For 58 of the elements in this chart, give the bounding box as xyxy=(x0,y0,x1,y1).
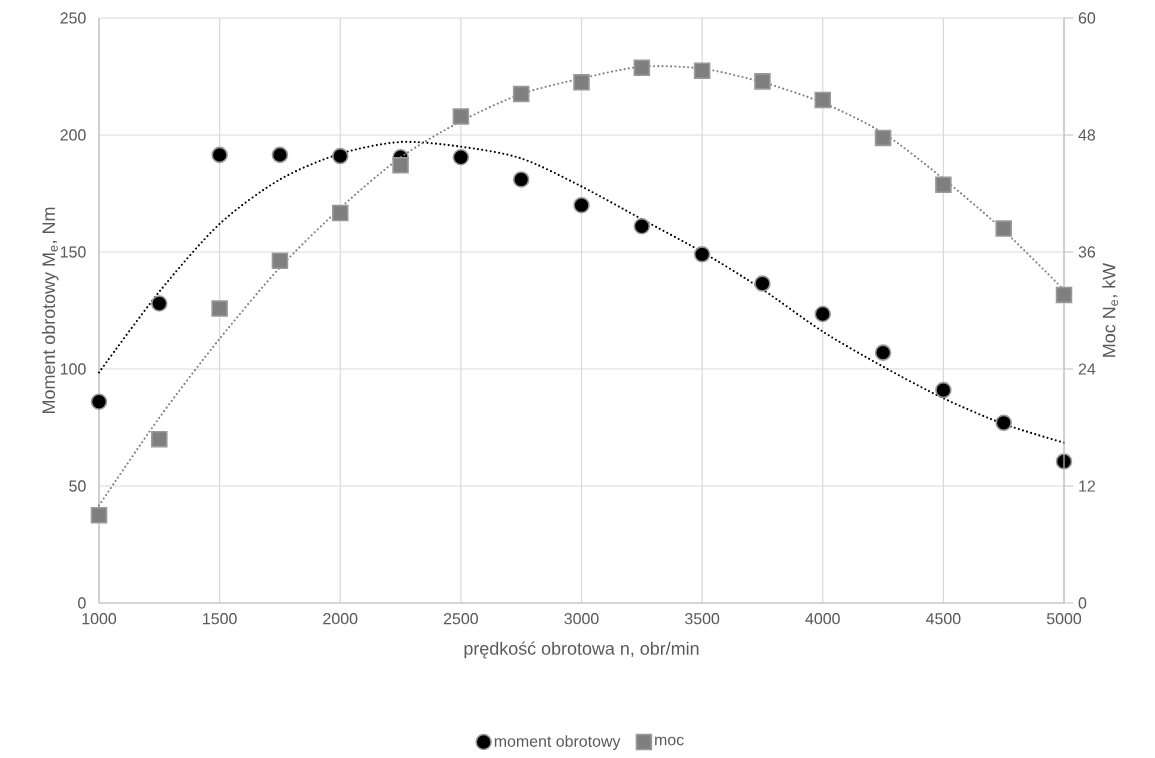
point xyxy=(693,62,711,79)
y-tick-label: 100 xyxy=(60,363,86,375)
point xyxy=(814,91,832,109)
point xyxy=(754,73,771,90)
point xyxy=(633,217,651,235)
point xyxy=(512,171,530,188)
point xyxy=(935,381,952,399)
point xyxy=(573,74,590,91)
x-axis-title: prędkość obrotowa n, obr/min xyxy=(464,641,699,659)
point xyxy=(90,393,108,411)
point xyxy=(814,305,832,323)
point xyxy=(633,59,651,76)
point xyxy=(573,196,590,214)
y2-tick-label: 36 xyxy=(1078,246,1096,258)
y2-tick-label: 24 xyxy=(1078,363,1096,375)
point xyxy=(151,295,168,312)
legend-label: moc xyxy=(655,736,684,746)
y-tick-label: 200 xyxy=(60,129,86,141)
y2-tick-label: 48 xyxy=(1078,129,1096,141)
point xyxy=(452,108,470,125)
x-tick-label: 4500 xyxy=(926,613,961,625)
point xyxy=(935,176,952,193)
point xyxy=(512,85,530,103)
point xyxy=(693,246,711,263)
point xyxy=(331,147,349,165)
x-tick-label: 3000 xyxy=(564,613,599,625)
x-tick-label: 2000 xyxy=(323,613,358,625)
point xyxy=(452,148,470,166)
point xyxy=(211,300,228,317)
point xyxy=(995,220,1012,237)
point xyxy=(211,146,228,164)
y2-tick-label: 0 xyxy=(1078,597,1087,609)
y-axis-title: Moment obrotowy M$_{e}$, Nm xyxy=(41,207,59,413)
point xyxy=(271,146,289,164)
point xyxy=(151,430,168,448)
point xyxy=(995,414,1012,432)
point xyxy=(874,129,892,147)
y-tick-label: 50 xyxy=(69,480,86,492)
x-tick-label: 5000 xyxy=(1046,613,1082,625)
y2-tick-label: 12 xyxy=(1079,480,1095,492)
y2-tick-label: 60 xyxy=(1078,12,1096,24)
point xyxy=(1055,286,1073,304)
y-tick-label: 150 xyxy=(60,246,86,258)
x-tick-label: 3500 xyxy=(685,613,720,625)
point xyxy=(392,156,409,174)
y2-axis-title: Moc N$_{e}$, kW xyxy=(1102,262,1119,357)
x-tick-label: 1000 xyxy=(82,613,117,625)
x-tick-label: 2500 xyxy=(443,613,478,625)
legend-label: moment obrotowy xyxy=(494,735,621,751)
y-tick-label: 250 xyxy=(60,12,86,24)
point xyxy=(874,344,892,361)
point xyxy=(754,275,771,292)
x-tick-label: 4000 xyxy=(805,613,840,625)
y-tick-label: 0 xyxy=(78,597,86,609)
point xyxy=(331,204,349,222)
x-tick-label: 1500 xyxy=(203,613,237,625)
point xyxy=(271,252,289,270)
point xyxy=(90,506,108,524)
